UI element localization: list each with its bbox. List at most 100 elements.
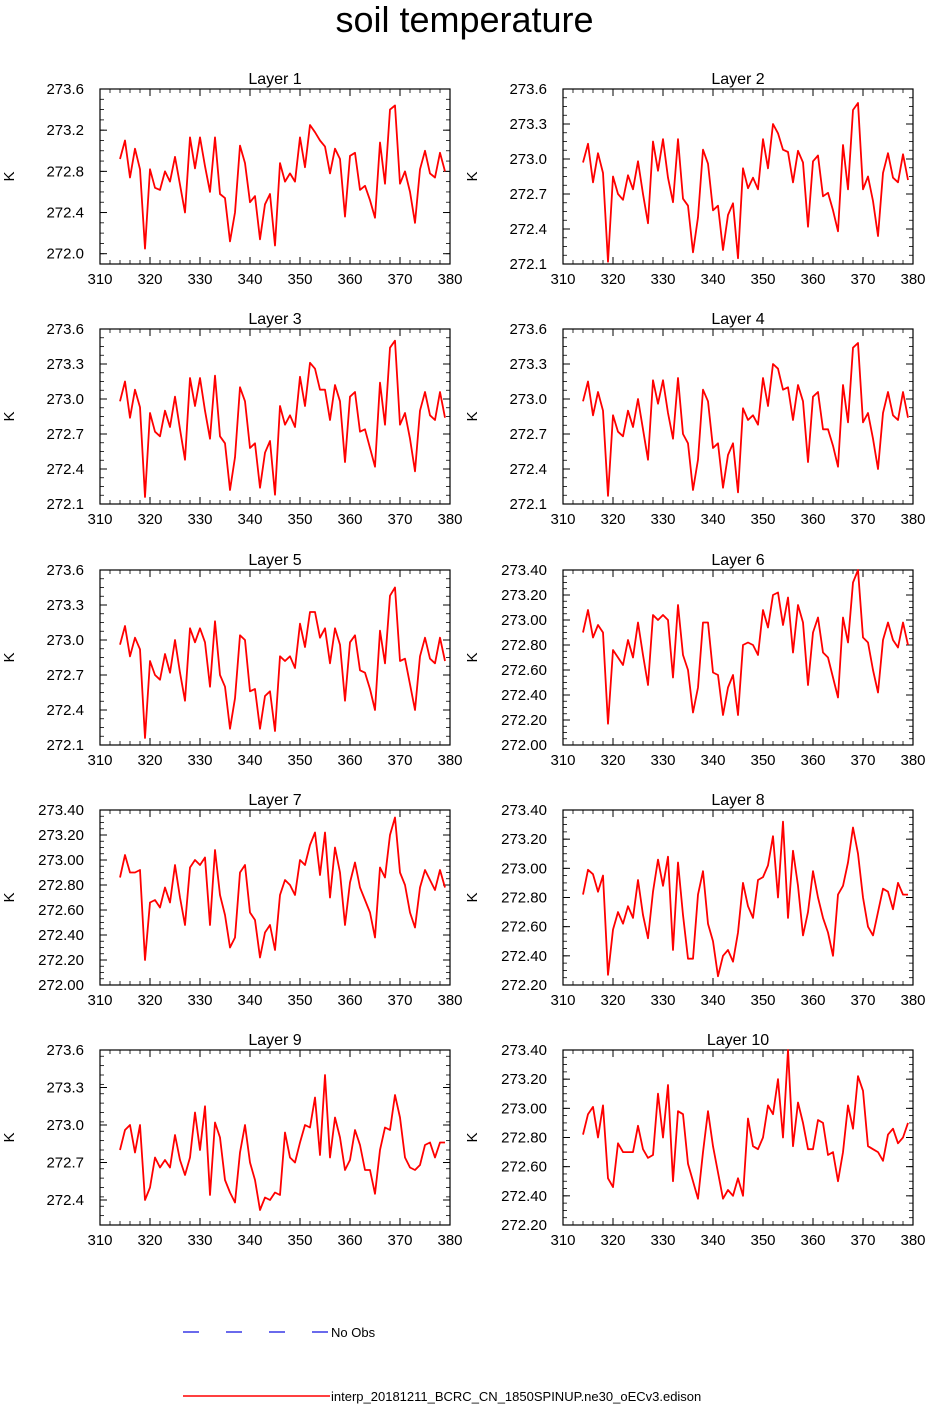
series-line [119, 104, 446, 250]
x-tick-label: 340 [237, 1232, 262, 1249]
y-tick-label: 272.7 [46, 667, 84, 684]
chart-panel: Layer 7 K 310 320 330 340 350 360 370 380 272.00 27… [1, 792, 463, 1009]
x-tick-label: 360 [800, 752, 825, 769]
x-tick-label: 320 [600, 511, 625, 528]
x-tick-label: 370 [387, 752, 412, 769]
y-tick-label: 272.4 [46, 1192, 84, 1209]
y-tick-label: 273.0 [46, 1117, 84, 1134]
y-tick-label: 273.3 [46, 597, 84, 614]
series-line [119, 816, 446, 961]
series-line [582, 820, 908, 978]
y-tick-label: 272.4 [509, 221, 547, 238]
x-tick-label: 380 [900, 511, 925, 528]
chart-panel: Layer 2 K 310 320 330 340 350 360 370 380 272.1 272… [464, 71, 926, 288]
x-tick-label: 340 [237, 271, 262, 288]
y-tick-label: 272.4 [509, 461, 547, 478]
x-tick-label: 330 [187, 992, 212, 1009]
series-line [119, 1074, 445, 1211]
x-tick-label: 340 [237, 511, 262, 528]
y-tick-label: 273.6 [509, 321, 547, 338]
x-tick-label: 360 [337, 752, 362, 769]
x-tick-label: 310 [87, 1232, 112, 1249]
y-tick-label: 272.40 [501, 687, 547, 704]
x-tick-label: 380 [437, 1232, 462, 1249]
y-axis-label: K [464, 892, 481, 902]
x-tick-label: 320 [600, 271, 625, 288]
x-tick-label: 370 [387, 992, 412, 1009]
y-tick-label: 273.00 [501, 1100, 547, 1117]
y-tick-label: 272.80 [38, 877, 84, 894]
y-tick-label: 273.40 [38, 802, 84, 819]
panel-title: Layer 6 [711, 552, 764, 569]
panel-title: Layer 10 [707, 1032, 769, 1049]
y-tick-label: 272.80 [501, 890, 547, 907]
x-tick-label: 350 [287, 752, 312, 769]
x-tick-label: 350 [287, 271, 312, 288]
series-line [582, 1049, 909, 1200]
y-tick-label: 273.40 [501, 562, 547, 579]
y-tick-label: 272.20 [501, 712, 547, 729]
y-tick-label: 273.3 [509, 116, 547, 133]
y-tick-label: 272.4 [46, 461, 84, 478]
series-line [119, 586, 446, 739]
x-tick-label: 380 [437, 992, 462, 1009]
y-tick-label: 273.3 [46, 1080, 84, 1097]
x-tick-label: 350 [287, 992, 312, 1009]
x-tick-label: 370 [850, 1232, 875, 1249]
x-tick-label: 350 [287, 511, 312, 528]
y-tick-label: 272.60 [501, 919, 547, 936]
y-tick-label: 272.1 [46, 737, 84, 754]
plot-frame [99, 88, 451, 265]
x-tick-label: 360 [337, 1232, 362, 1249]
y-axis-label: K [464, 171, 481, 181]
x-tick-label: 380 [900, 992, 925, 1009]
x-tick-label: 380 [437, 271, 462, 288]
y-axis-label: K [1, 892, 18, 902]
panel-title: Layer 8 [711, 792, 764, 809]
series-line [582, 569, 909, 725]
y-tick-label: 272.40 [38, 927, 84, 944]
x-tick-label: 340 [237, 752, 262, 769]
y-tick-label: 273.6 [46, 562, 84, 579]
series-line [582, 342, 909, 497]
x-tick-label: 330 [650, 271, 675, 288]
x-tick-label: 380 [437, 752, 462, 769]
y-tick-label: 272.4 [46, 205, 84, 222]
y-tick-label: 272.20 [501, 1217, 547, 1234]
x-tick-label: 340 [700, 1232, 725, 1249]
x-tick-label: 330 [650, 1232, 675, 1249]
x-tick-label: 360 [800, 1232, 825, 1249]
y-tick-label: 273.2 [46, 122, 84, 139]
x-tick-label: 310 [87, 992, 112, 1009]
y-tick-label: 272.60 [501, 1159, 547, 1176]
legend: No Obs interp_20181211_BCRC_CN_1850SPINU… [183, 1325, 701, 1404]
y-tick-label: 273.20 [501, 831, 547, 848]
chart-panel: Layer 8 K 310 320 330 340 350 360 370 380 272.20 27… [464, 792, 926, 1009]
panel-title: Layer 2 [711, 71, 764, 88]
x-tick-label: 310 [550, 271, 575, 288]
y-tick-label: 273.40 [501, 802, 547, 819]
y-tick-label: 272.8 [46, 163, 84, 180]
x-tick-label: 330 [187, 1232, 212, 1249]
x-tick-label: 370 [850, 271, 875, 288]
y-tick-label: 273.20 [38, 827, 84, 844]
x-tick-label: 330 [187, 752, 212, 769]
y-axis-label: K [464, 652, 481, 662]
y-tick-label: 273.00 [501, 612, 547, 629]
y-tick-label: 273.40 [501, 1042, 547, 1059]
x-tick-label: 330 [650, 511, 675, 528]
x-tick-label: 360 [337, 271, 362, 288]
chart-panel: Layer 9 K 310 320 330 340 350 360 370 380 272.4 272… [1, 1032, 463, 1249]
panel-title: Layer 7 [248, 792, 301, 809]
y-tick-label: 273.0 [46, 391, 84, 408]
plot-frame [99, 1049, 451, 1226]
x-tick-label: 350 [750, 511, 775, 528]
y-tick-label: 272.20 [501, 977, 547, 994]
x-tick-label: 320 [600, 1232, 625, 1249]
chart-panel: Layer 4 K 310 320 330 340 350 360 370 380 272.1 272… [464, 311, 926, 528]
page-title: soil temperature [335, 0, 594, 40]
x-tick-label: 310 [87, 511, 112, 528]
x-tick-label: 370 [387, 1232, 412, 1249]
legend-model-label: interp_20181211_BCRC_CN_1850SPINUP.ne30_… [331, 1389, 701, 1404]
y-tick-label: 273.0 [509, 391, 547, 408]
